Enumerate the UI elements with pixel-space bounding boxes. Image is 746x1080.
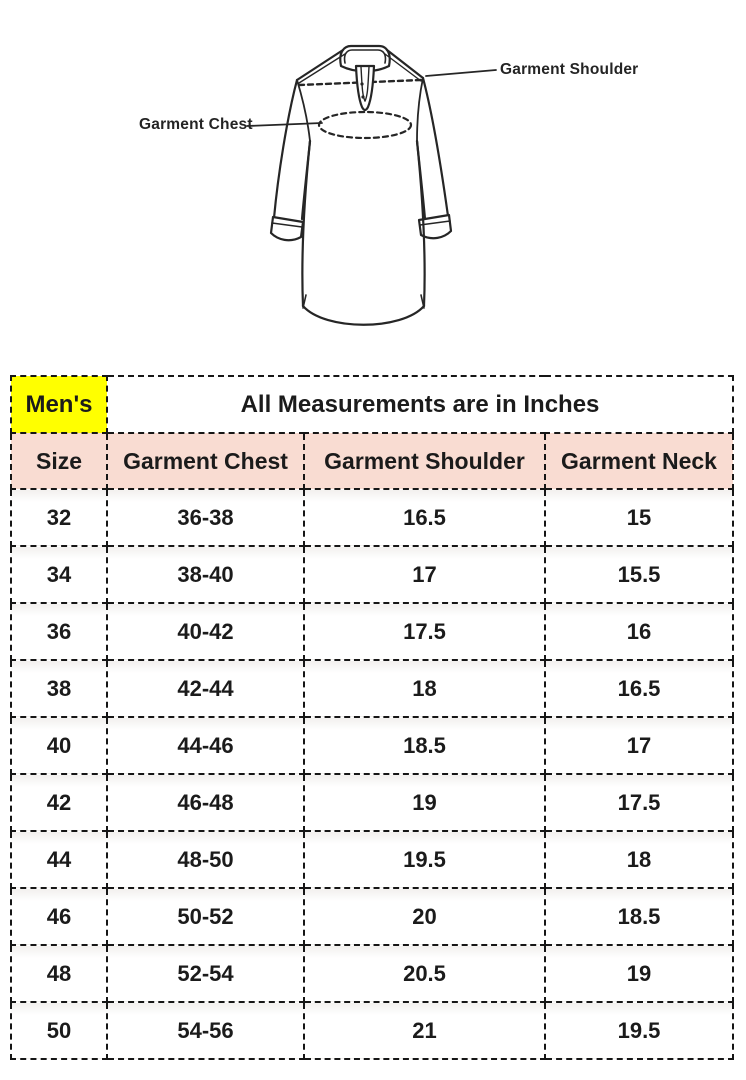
shoulder-label: Garment Shoulder bbox=[500, 61, 639, 78]
cell-garment-shoulder: 20 bbox=[303, 887, 546, 946]
cell-size: 44 bbox=[10, 830, 108, 889]
cell-garment-chest: 44-46 bbox=[106, 716, 305, 775]
cell-garment-shoulder: 17 bbox=[303, 545, 546, 604]
column-header-garment-shoulder: Garment Shoulder bbox=[303, 432, 546, 490]
cell-size: 50 bbox=[10, 1001, 108, 1060]
table-row: 38 42-44 18 16.5 bbox=[10, 659, 735, 718]
column-header-row: Size Garment Chest Garment Shoulder Garm… bbox=[10, 432, 735, 490]
cell-garment-shoulder: 16.5 bbox=[303, 488, 546, 547]
column-header-size: Size bbox=[10, 432, 108, 490]
cell-garment-chest: 36-38 bbox=[106, 488, 305, 547]
placket bbox=[354, 64, 376, 112]
cell-size: 46 bbox=[10, 887, 108, 946]
table-row: 36 40-42 17.5 16 bbox=[10, 602, 735, 661]
table-row: 40 44-46 18.5 17 bbox=[10, 716, 735, 775]
table-row: 50 54-56 21 19.5 bbox=[10, 1001, 735, 1060]
cell-garment-shoulder: 18 bbox=[303, 659, 546, 718]
cell-garment-neck: 18 bbox=[543, 830, 735, 889]
cell-garment-chest: 54-56 bbox=[106, 1001, 305, 1060]
cell-size: 38 bbox=[10, 659, 108, 718]
cell-garment-neck: 16.5 bbox=[543, 659, 735, 718]
cell-garment-neck: 17 bbox=[543, 716, 735, 775]
table-title: All Measurements are in Inches bbox=[105, 375, 735, 434]
table-row: 32 36-38 16.5 15 bbox=[10, 488, 735, 547]
cell-size: 34 bbox=[10, 545, 108, 604]
shoulder-measure-line bbox=[297, 78, 423, 87]
cell-garment-shoulder: 21 bbox=[303, 1001, 546, 1060]
table-row: 34 38-40 17 15.5 bbox=[10, 545, 735, 604]
cell-size: 40 bbox=[10, 716, 108, 775]
kurta-drawing bbox=[246, 44, 497, 326]
table-row: 46 50-52 20 18.5 bbox=[10, 887, 735, 946]
garment-diagram: Garment Chest Garment Shoulder bbox=[0, 0, 746, 373]
cell-garment-shoulder: 19.5 bbox=[303, 830, 546, 889]
body-outline bbox=[301, 139, 426, 326]
cell-garment-shoulder: 19 bbox=[303, 773, 546, 832]
table-row: 44 48-50 19.5 18 bbox=[10, 830, 735, 889]
cell-garment-neck: 15 bbox=[543, 488, 735, 547]
cell-garment-neck: 16 bbox=[543, 602, 735, 661]
cell-size: 48 bbox=[10, 944, 108, 1003]
table-row: 42 46-48 19 17.5 bbox=[10, 773, 735, 832]
cell-garment-neck: 17.5 bbox=[543, 773, 735, 832]
cell-garment-neck: 15.5 bbox=[543, 545, 735, 604]
column-header-garment-chest: Garment Chest bbox=[106, 432, 305, 490]
cell-size: 42 bbox=[10, 773, 108, 832]
cell-garment-neck: 19 bbox=[543, 944, 735, 1003]
cell-garment-shoulder: 17.5 bbox=[303, 602, 546, 661]
size-chart-table: Men's All Measurements are in Inches Siz… bbox=[10, 375, 735, 1060]
cell-garment-chest: 46-48 bbox=[106, 773, 305, 832]
cell-garment-shoulder: 18.5 bbox=[303, 716, 546, 775]
size-table-body: 32 36-38 16.5 15 34 38-40 17 15.5 36 40-42 17.5 16 3… bbox=[10, 488, 735, 1060]
cell-garment-chest: 52-54 bbox=[106, 944, 305, 1003]
cell-garment-chest: 48-50 bbox=[106, 830, 305, 889]
cell-garment-neck: 19.5 bbox=[543, 1001, 735, 1060]
chest-leader-line bbox=[246, 122, 323, 127]
table-title-row: Men's All Measurements are in Inches bbox=[10, 375, 735, 434]
cell-garment-chest: 42-44 bbox=[106, 659, 305, 718]
cell-garment-chest: 40-42 bbox=[106, 602, 305, 661]
cell-size: 32 bbox=[10, 488, 108, 547]
cell-garment-chest: 38-40 bbox=[106, 545, 305, 604]
cell-garment-shoulder: 20.5 bbox=[303, 944, 546, 1003]
cell-garment-neck: 18.5 bbox=[543, 887, 735, 946]
category-cell: Men's bbox=[10, 375, 108, 434]
cell-garment-chest: 50-52 bbox=[106, 887, 305, 946]
shoulder-leader-line bbox=[425, 69, 497, 77]
cell-size: 36 bbox=[10, 602, 108, 661]
table-row: 48 52-54 20.5 19 bbox=[10, 944, 735, 1003]
column-header-garment-neck: Garment Neck bbox=[543, 432, 735, 490]
chest-label: Garment Chest bbox=[139, 116, 253, 133]
shoulder-seams bbox=[295, 48, 425, 84]
chest-measure-ellipse bbox=[317, 110, 413, 140]
